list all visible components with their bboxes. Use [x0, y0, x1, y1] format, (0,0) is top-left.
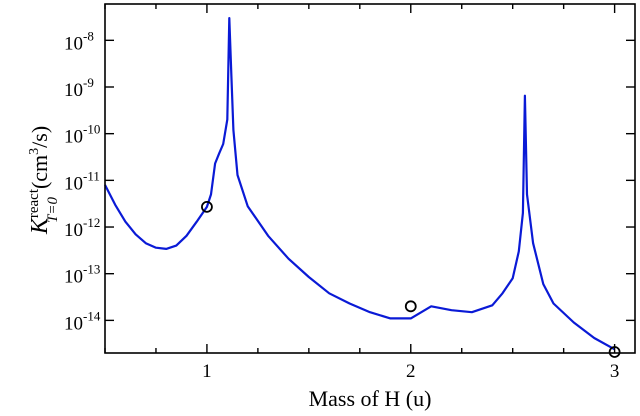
- y-tick-label: 10-11: [64, 168, 100, 194]
- y-axis: 10-14 10-13 10-12 10-11 10-10 10-9 10-8: [64, 28, 635, 334]
- plot-frame: [104, 3, 636, 354]
- y-tick-label: 10-14: [64, 308, 101, 334]
- x-tick-label: 2: [406, 361, 416, 382]
- y-tick-label: 10-12: [64, 215, 100, 241]
- series-line: [104, 17, 616, 351]
- y-label-unit-suffix: /s): [27, 126, 52, 148]
- y-tick-label: 10-8: [64, 28, 94, 54]
- x-tick-label: 3: [610, 361, 620, 382]
- y-tick-label: 10-13: [64, 262, 100, 288]
- data-marker: [404, 300, 417, 313]
- data-marker: [201, 200, 213, 213]
- x-axis-label: Mass of H (u): [309, 386, 432, 411]
- y-label-superscript: react: [26, 188, 42, 218]
- plot-area: [104, 3, 636, 358]
- x-axis: 1 2 3: [104, 4, 620, 382]
- y-tick-label: 10-10: [64, 122, 100, 148]
- x-tick-label: 1: [202, 361, 212, 382]
- y-axis-label: Kreact T=0 (cm3/s): [26, 126, 61, 235]
- y-label-subscript: T=0: [45, 197, 61, 223]
- y-label-symbol: K: [27, 216, 53, 235]
- y-tick-label: 10-9: [64, 75, 94, 101]
- y-label-unit-power: 3: [27, 148, 42, 155]
- marker-group: [201, 200, 621, 358]
- y-label-unit-prefix: (cm: [27, 155, 52, 189]
